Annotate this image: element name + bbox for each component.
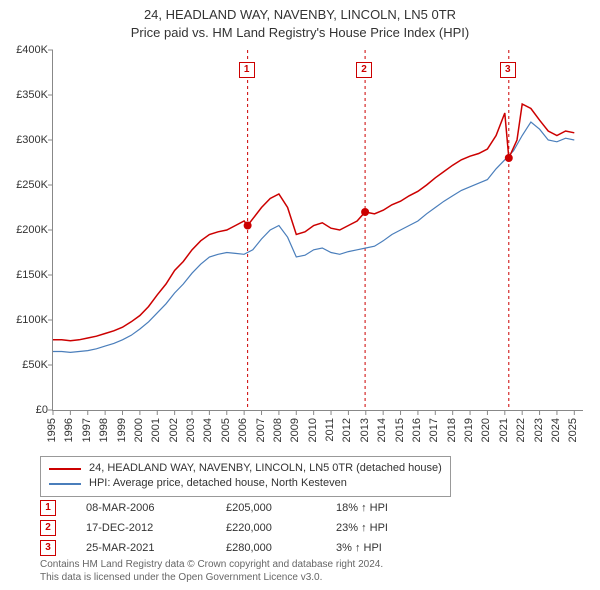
transaction-date: 08-MAR-2006: [86, 502, 196, 514]
transactions-table: 1 08-MAR-2006 £205,000 18% ↑ HPI 2 17-DEC-201…: [40, 498, 446, 558]
chart-svg: [53, 50, 583, 410]
y-axis-tick-label: £50K: [4, 359, 48, 371]
x-axis-tick-label: 2005: [220, 418, 232, 442]
y-axis-tick-label: £300K: [4, 134, 48, 146]
y-axis-tick-label: £200K: [4, 224, 48, 236]
transaction-price: £220,000: [226, 522, 306, 534]
x-axis-tick-label: 2016: [411, 418, 423, 442]
x-axis-tick-label: 2008: [272, 418, 284, 442]
x-axis-tick-label: 2023: [533, 418, 545, 442]
x-axis-tick-label: 2007: [255, 418, 267, 442]
x-axis-tick-label: 1998: [98, 418, 110, 442]
x-axis-tick-label: 2004: [202, 418, 214, 442]
x-axis-tick-label: 1995: [46, 418, 58, 442]
title-address: 24, HEADLAND WAY, NAVENBY, LINCOLN, LN5 …: [0, 6, 600, 24]
x-axis-tick-label: 2019: [463, 418, 475, 442]
y-axis-tick-label: £150K: [4, 269, 48, 281]
y-axis-tick-label: £350K: [4, 89, 48, 101]
transaction-row: 3 25-MAR-2021 £280,000 3% ↑ HPI: [40, 538, 446, 558]
transaction-marker: 3: [500, 62, 516, 78]
x-axis-tick-label: 2015: [394, 418, 406, 442]
transaction-date: 25-MAR-2021: [86, 542, 196, 554]
legend: 24, HEADLAND WAY, NAVENBY, LINCOLN, LN5 …: [40, 456, 451, 497]
x-axis-tick-label: 2012: [341, 418, 353, 442]
x-axis-tick-label: 1999: [116, 418, 128, 442]
x-axis-tick-label: 2024: [550, 418, 562, 442]
legend-swatch-property: [49, 468, 81, 470]
y-axis-tick-label: £0: [4, 404, 48, 416]
x-axis-tick-label: 2025: [567, 418, 579, 442]
x-axis-tick-label: 2014: [376, 418, 388, 442]
legend-label-property: 24, HEADLAND WAY, NAVENBY, LINCOLN, LN5 …: [89, 461, 442, 476]
legend-row: 24, HEADLAND WAY, NAVENBY, LINCOLN, LN5 …: [49, 461, 442, 476]
x-axis-tick-label: 2000: [133, 418, 145, 442]
transaction-date: 17-DEC-2012: [86, 522, 196, 534]
legend-swatch-hpi: [49, 483, 81, 485]
transaction-pct: 18% ↑ HPI: [336, 502, 446, 514]
x-axis-tick-label: 2018: [446, 418, 458, 442]
title-block: 24, HEADLAND WAY, NAVENBY, LINCOLN, LN5 …: [0, 0, 600, 41]
footer: Contains HM Land Registry data © Crown c…: [40, 558, 383, 584]
x-axis-tick-label: 2017: [428, 418, 440, 442]
title-subtitle: Price paid vs. HM Land Registry's House …: [0, 24, 600, 42]
transaction-pct: 23% ↑ HPI: [336, 522, 446, 534]
x-axis-tick-label: 2006: [237, 418, 249, 442]
transaction-pct: 3% ↑ HPI: [336, 542, 446, 554]
x-axis-tick-label: 2020: [480, 418, 492, 442]
transaction-marker: 1: [239, 62, 255, 78]
transaction-row: 2 17-DEC-2012 £220,000 23% ↑ HPI: [40, 518, 446, 538]
y-axis-tick-label: £400K: [4, 44, 48, 56]
x-axis-tick-label: 1997: [81, 418, 93, 442]
transaction-marker-inline: 3: [40, 540, 56, 556]
transaction-marker-inline: 1: [40, 500, 56, 516]
footer-copyright: Contains HM Land Registry data © Crown c…: [40, 558, 383, 571]
x-axis-tick-label: 2021: [498, 418, 510, 442]
chart-plot-area: [52, 50, 583, 411]
transaction-row: 1 08-MAR-2006 £205,000 18% ↑ HPI: [40, 498, 446, 518]
x-axis-tick-label: 2010: [307, 418, 319, 442]
x-axis-tick-label: 2003: [185, 418, 197, 442]
transaction-marker-inline: 2: [40, 520, 56, 536]
transaction-price: £205,000: [226, 502, 306, 514]
x-axis-tick-label: 2009: [289, 418, 301, 442]
y-axis-tick-label: £250K: [4, 179, 48, 191]
y-axis-tick-label: £100K: [4, 314, 48, 326]
x-axis-tick-label: 2011: [324, 418, 336, 442]
transaction-price: £280,000: [226, 542, 306, 554]
transaction-marker: 2: [356, 62, 372, 78]
x-axis-tick-label: 2013: [359, 418, 371, 442]
x-axis-tick-label: 2001: [150, 418, 162, 442]
x-axis-tick-label: 1996: [63, 418, 75, 442]
chart-container: 24, HEADLAND WAY, NAVENBY, LINCOLN, LN5 …: [0, 0, 600, 590]
footer-licence: This data is licensed under the Open Gov…: [40, 571, 383, 584]
x-axis-tick-label: 2022: [515, 418, 527, 442]
legend-row: HPI: Average price, detached house, Nort…: [49, 476, 442, 491]
legend-label-hpi: HPI: Average price, detached house, Nort…: [89, 476, 347, 491]
x-axis-tick-label: 2002: [168, 418, 180, 442]
